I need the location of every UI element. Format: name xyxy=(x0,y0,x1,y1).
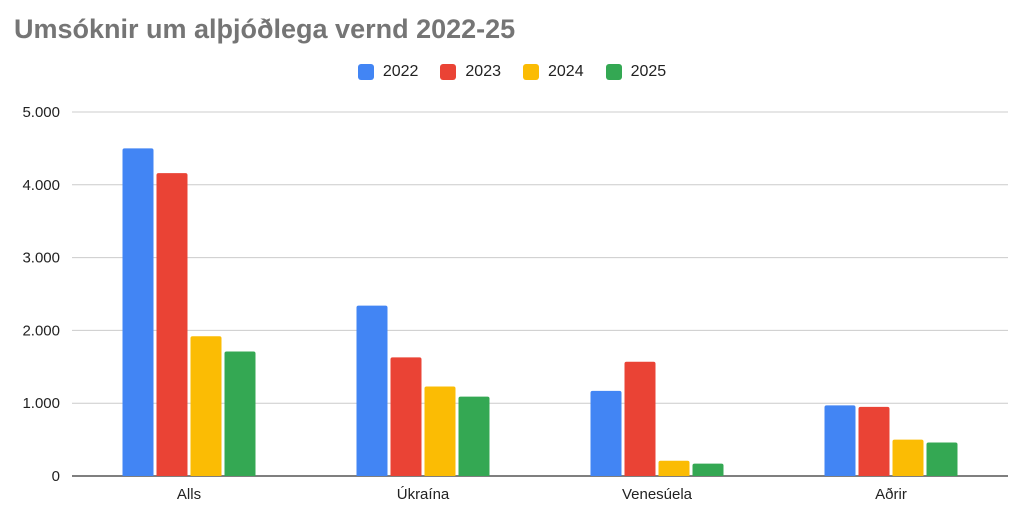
bar-2025-1[interactable] xyxy=(458,396,490,476)
legend-swatch-2022 xyxy=(357,64,374,80)
y-tick-label: 5.000 xyxy=(22,104,60,121)
x-tick-label: Úkraína xyxy=(397,486,450,503)
bar-2023-1[interactable] xyxy=(390,357,422,476)
legend-item-2022[interactable]: 2022 xyxy=(357,63,419,81)
bar-2023-2[interactable] xyxy=(624,361,656,476)
chart-legend: 2022 2023 2024 2025 xyxy=(0,63,1024,81)
legend-label-2022: 2022 xyxy=(382,63,419,80)
legend-label-2023: 2023 xyxy=(465,63,501,80)
legend-label-2025: 2025 xyxy=(630,63,667,80)
x-axis-tick-labels: Alls Úkraína Venesúela Aðrir xyxy=(177,486,907,503)
y-tick-label: 2.000 xyxy=(22,322,60,339)
x-tick-label: Alls xyxy=(177,486,201,503)
x-tick-label: Aðrir xyxy=(875,486,907,503)
legend-swatch-2023 xyxy=(440,64,457,80)
y-tick-label: 3.000 xyxy=(22,250,60,267)
bar-2025-2[interactable] xyxy=(692,463,724,476)
bar-2024-2[interactable] xyxy=(658,460,690,476)
bar-2023-3[interactable] xyxy=(858,406,890,476)
bar-2022-0[interactable] xyxy=(122,148,154,476)
legend-label-2024: 2024 xyxy=(548,63,584,80)
bar-2022-3[interactable] xyxy=(824,405,856,476)
legend-swatch-2024 xyxy=(523,64,539,80)
chart-title: Umsóknir um alþjóðlega vernd 2022-25 xyxy=(14,14,516,44)
bar-2025-3[interactable] xyxy=(926,442,958,476)
y-tick-label: 0 xyxy=(52,468,60,485)
y-axis-tick-labels: 0 1.000 2.000 3.000 4.000 5.000 xyxy=(22,104,60,485)
bar-2022-1[interactable] xyxy=(356,305,388,476)
legend-item-2024[interactable]: 2024 xyxy=(523,63,584,81)
y-tick-label: 4.000 xyxy=(22,177,60,194)
legend-swatch-2025 xyxy=(605,64,622,80)
bars xyxy=(122,148,958,477)
x-tick-label: Venesúela xyxy=(622,486,693,503)
bar-2024-3[interactable] xyxy=(892,439,924,476)
y-tick-label: 1.000 xyxy=(22,395,60,412)
bar-2022-2[interactable] xyxy=(590,390,622,476)
legend-item-2025[interactable]: 2025 xyxy=(605,63,667,81)
legend-item-2023[interactable]: 2023 xyxy=(440,63,501,81)
bar-2024-1[interactable] xyxy=(424,386,456,476)
bar-2025-0[interactable] xyxy=(224,351,256,476)
bar-2024-0[interactable] xyxy=(190,336,222,476)
bar-2023-0[interactable] xyxy=(156,173,188,477)
